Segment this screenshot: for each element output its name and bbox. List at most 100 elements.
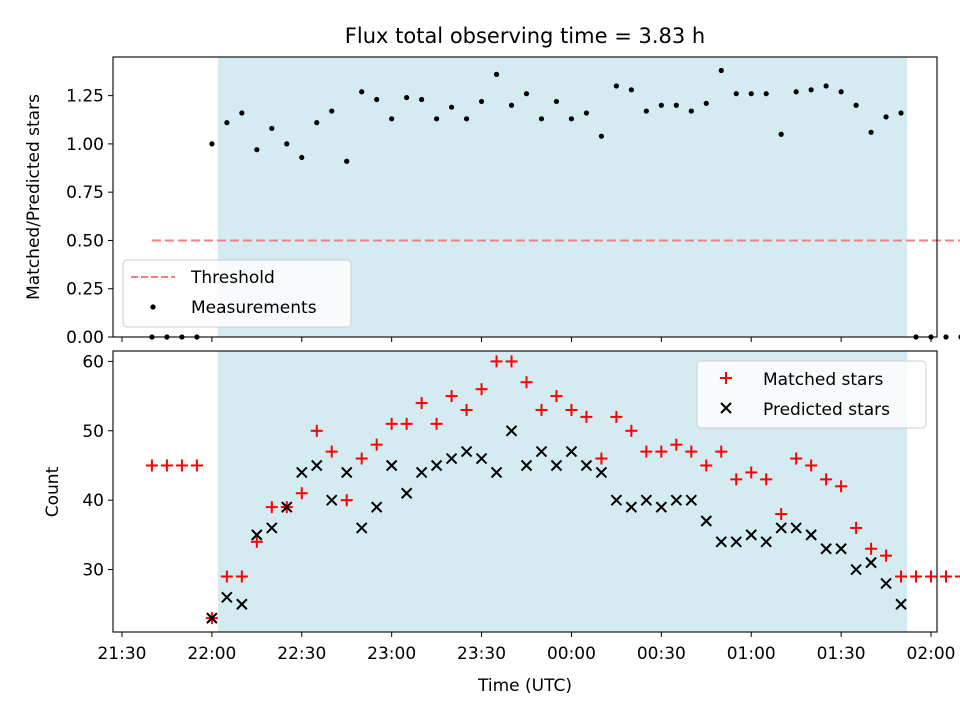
predicted-star-point xyxy=(670,494,683,506)
measurement-point xyxy=(374,96,380,103)
bottom-panel: 30 40 50 60 21:30 22:00 22:30 23:00 23:30 00:00 00… xyxy=(43,350,960,696)
measurement-point xyxy=(778,131,784,137)
matched-star-point xyxy=(160,459,173,472)
measurement-point xyxy=(613,83,619,89)
measurement-point xyxy=(314,120,320,126)
predicted-star-point xyxy=(490,466,503,479)
measurement-point xyxy=(658,102,664,108)
measurement-point xyxy=(224,120,230,126)
matched-star-point xyxy=(850,521,863,534)
x-tick-label: 00:00 xyxy=(547,644,596,664)
top-axis-ticks: 0.00 0.25 0.50 0.75 1.00 1.25 xyxy=(66,87,932,348)
measurement-point xyxy=(853,102,859,108)
predicted-star-point xyxy=(640,494,653,506)
measurement-point xyxy=(583,110,590,116)
x-axis-label: Time (UTC) xyxy=(477,676,572,696)
predicted-star-point xyxy=(281,501,293,513)
measurement-point xyxy=(538,116,545,122)
measurement-point xyxy=(284,141,290,147)
bottom-axes-frame xyxy=(112,350,938,633)
top-y-axis-label: Matched/Predicted stars xyxy=(24,94,44,300)
x-tick-label: 01:30 xyxy=(817,644,866,664)
predicted-star-point xyxy=(895,598,907,610)
matched-star-point xyxy=(685,445,698,458)
matched-star-point xyxy=(505,355,518,368)
matched-star-point xyxy=(939,570,952,583)
predicted-star-point xyxy=(296,466,308,479)
predicted-star-point xyxy=(625,501,638,513)
threshold-legend-label: Threshold xyxy=(190,268,275,288)
matched-star-point xyxy=(925,570,938,583)
matched-star-point xyxy=(895,570,908,583)
measurement-point xyxy=(508,102,515,108)
predicted-star-point xyxy=(415,466,428,479)
predicted-legend-swatch xyxy=(720,402,732,414)
top-y-tick-label: 0.25 xyxy=(66,280,104,300)
matched-star-point xyxy=(880,549,893,562)
top-legend: Threshold Measurements xyxy=(122,259,352,328)
predicted-star-point xyxy=(850,563,862,576)
predicted-star-point xyxy=(565,445,578,458)
measurement-point xyxy=(463,116,470,122)
predicted-star-point xyxy=(805,529,817,541)
matched-star-point xyxy=(640,445,653,458)
matched-star-point xyxy=(550,390,563,403)
predicted-star-point xyxy=(715,536,727,548)
matched-star-point xyxy=(385,417,398,430)
matched-star-point xyxy=(355,452,368,465)
bottom-y-tick-label: 50 xyxy=(82,422,104,442)
measurement-point xyxy=(269,125,275,132)
x-tick-label: 02:00 xyxy=(907,644,956,664)
measurement-point xyxy=(838,89,844,95)
measurement-point xyxy=(568,116,575,122)
matched-star-point xyxy=(475,383,488,396)
matched-star-point xyxy=(520,376,533,389)
measurement-point xyxy=(598,133,605,139)
predicted-star-point xyxy=(445,452,458,465)
measurement-point xyxy=(329,108,335,114)
measurement-point xyxy=(733,91,739,97)
matched-star-point xyxy=(625,424,638,437)
matched-star-point xyxy=(745,466,758,479)
matched-star-point xyxy=(954,570,960,583)
matched-star-point xyxy=(325,445,338,458)
x-tick-label: 23:30 xyxy=(457,644,506,664)
measurement-point xyxy=(688,108,694,114)
predicted-legend-label: Predicted stars xyxy=(763,400,890,420)
bottom-y-tick-label: 40 xyxy=(82,491,104,511)
predicted-star-point xyxy=(595,466,608,479)
x-tick-label: 22:00 xyxy=(187,644,236,664)
matched-star-point xyxy=(535,403,548,416)
bottom-y-axis-label: Count xyxy=(43,466,63,517)
predicted-star-point xyxy=(385,459,398,472)
predicted-star-point xyxy=(580,459,593,472)
measurement-point xyxy=(434,116,440,122)
predicted-star-point xyxy=(535,445,548,458)
predicted-star-point xyxy=(745,529,757,541)
predicted-star-point xyxy=(475,452,488,465)
measurement-point xyxy=(643,108,649,114)
measurement-point xyxy=(808,87,814,93)
predicted-star-point xyxy=(370,501,383,513)
matched-star-point xyxy=(700,459,713,472)
matched-star-point xyxy=(430,417,443,430)
bottom-y-tick-label: 60 xyxy=(82,352,104,372)
matched-star-point xyxy=(310,424,323,437)
matched-star-point xyxy=(190,459,203,472)
matched-star-point xyxy=(775,508,788,521)
matched-star-point xyxy=(340,494,353,507)
predicted-star-point xyxy=(820,543,832,555)
top-y-tick-label: 1.00 xyxy=(66,135,104,155)
matched-star-point xyxy=(865,542,878,555)
predicted-star-point xyxy=(610,494,623,506)
measurement-point xyxy=(493,71,500,77)
matched-star-point xyxy=(295,487,308,500)
measurement-point xyxy=(254,147,260,153)
predicted-star-point xyxy=(730,536,742,548)
top-axes-frame xyxy=(112,56,938,338)
measurement-point xyxy=(673,102,679,108)
measurement-point xyxy=(763,91,769,97)
measurement-point xyxy=(718,67,724,74)
predicted-star-point xyxy=(326,494,338,506)
